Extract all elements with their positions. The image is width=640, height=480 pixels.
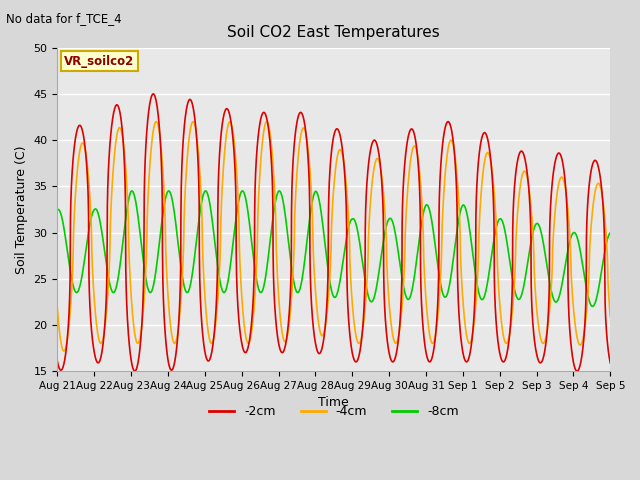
-4cm xyxy=(152,119,160,124)
-2cm xyxy=(266,135,273,141)
-4cm xyxy=(290,254,298,260)
-4cm xyxy=(266,129,274,134)
-4cm xyxy=(536,334,544,339)
-4cm xyxy=(54,306,61,312)
-2cm xyxy=(54,359,61,364)
Line: -8cm: -8cm xyxy=(58,191,611,306)
-8cm xyxy=(589,303,596,309)
-8cm xyxy=(536,225,544,231)
Legend: -2cm, -4cm, -8cm: -2cm, -4cm, -8cm xyxy=(204,400,463,423)
X-axis label: Time: Time xyxy=(319,396,349,409)
-8cm xyxy=(150,283,157,288)
-8cm xyxy=(54,207,61,213)
-8cm xyxy=(116,259,124,265)
-2cm xyxy=(573,368,581,374)
-4cm xyxy=(60,348,68,354)
-8cm xyxy=(290,277,298,283)
-8cm xyxy=(607,230,614,236)
Line: -4cm: -4cm xyxy=(58,121,611,351)
-2cm xyxy=(290,151,298,156)
-4cm xyxy=(596,182,604,188)
Text: No data for f_TCE_4: No data for f_TCE_4 xyxy=(6,12,122,25)
-4cm xyxy=(150,127,157,132)
Text: VR_soilco2: VR_soilco2 xyxy=(65,55,134,68)
-2cm xyxy=(150,91,157,97)
-8cm xyxy=(266,243,273,249)
-2cm xyxy=(149,91,157,97)
-4cm xyxy=(116,126,124,132)
Line: -2cm: -2cm xyxy=(58,94,611,371)
-8cm xyxy=(128,188,136,194)
-4cm xyxy=(607,313,614,319)
Title: Soil CO2 East Temperatures: Soil CO2 East Temperatures xyxy=(227,24,440,39)
-2cm xyxy=(536,360,544,366)
-2cm xyxy=(596,171,604,177)
-2cm xyxy=(607,360,614,366)
Y-axis label: Soil Temperature (C): Soil Temperature (C) xyxy=(15,145,28,274)
-2cm xyxy=(116,112,124,118)
-8cm xyxy=(596,279,604,285)
